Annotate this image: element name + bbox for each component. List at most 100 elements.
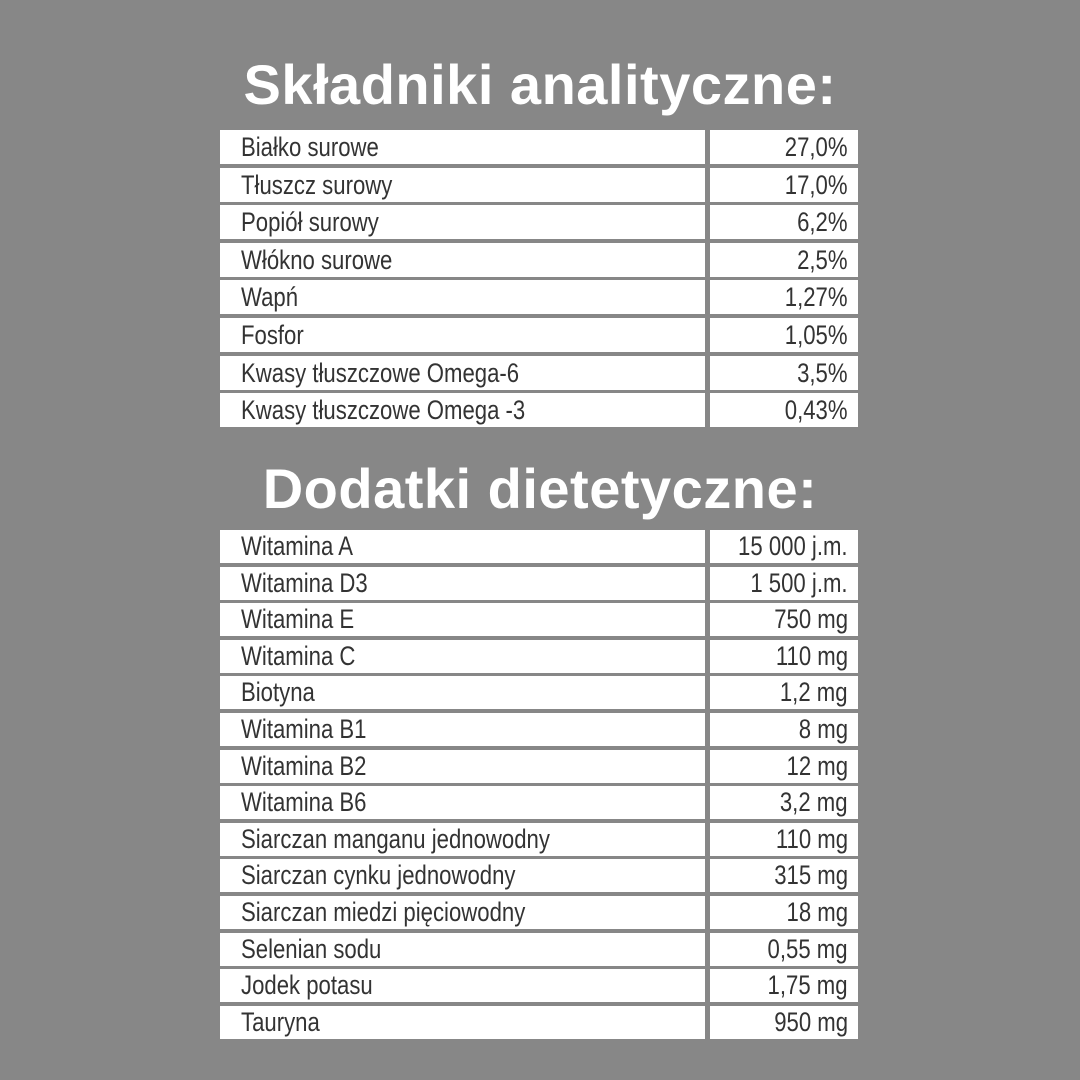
row-value: 110 mg xyxy=(775,823,848,854)
row-name: Selenian sodu xyxy=(241,933,382,964)
row-name: Siarczan cynku jednowodny xyxy=(241,860,516,891)
row-value-cell: 110 mg xyxy=(710,639,858,673)
row-value-cell: 1 500 j.m. xyxy=(710,566,858,600)
row-name-cell: Popiół surowy xyxy=(220,205,705,240)
row-value: 15 000 j.m. xyxy=(738,531,848,561)
table-row: Witamina C 110 mg xyxy=(220,639,858,673)
row-name-cell: Selenian sodu xyxy=(220,932,705,966)
row-value-cell: 17,0% xyxy=(710,167,858,202)
row-value-cell: 6,2% xyxy=(710,205,858,240)
table-row: Włókno surowe 2,5% xyxy=(220,242,858,277)
table-row: Witamina E 750 mg xyxy=(220,603,858,637)
table-row: Witamina B1 8 mg xyxy=(220,712,858,746)
row-value: 315 mg xyxy=(774,860,848,891)
row-name-cell: Witamina C xyxy=(220,639,705,673)
table-row: Siarczan cynku jednowodny 315 mg xyxy=(220,859,858,893)
row-name-cell: Witamina B2 xyxy=(220,749,705,783)
row-value: 27,0% xyxy=(785,132,848,162)
row-name-cell: Kwasy tłuszczowe Omega-6 xyxy=(220,355,705,390)
table-row: Witamina B2 12 mg xyxy=(220,749,858,783)
row-name-cell: Witamina B6 xyxy=(220,786,705,820)
row-value: 1,05% xyxy=(785,319,848,350)
row-name: Witamina C xyxy=(241,640,356,671)
row-name-cell: Białko surowe xyxy=(220,130,705,164)
table-row: Kwasy tłuszczowe Omega -3 0,43% xyxy=(220,393,858,428)
row-value-cell: 1,05% xyxy=(710,317,858,352)
table-row: Białko surowe 27,0% xyxy=(220,130,858,164)
row-value-cell: 315 mg xyxy=(710,859,858,893)
table-row: Tłuszcz surowy 17,0% xyxy=(220,167,858,202)
row-name-cell: Tauryna xyxy=(220,1005,705,1039)
table-row: Witamina B6 3,2 mg xyxy=(220,786,858,820)
row-name-cell: Jodek potasu xyxy=(220,969,705,1003)
row-value-cell: 3,5% xyxy=(710,355,858,390)
row-value: 17,0% xyxy=(785,169,848,200)
row-value: 1,27% xyxy=(785,282,848,313)
row-name-cell: Kwasy tłuszczowe Omega -3 xyxy=(220,393,705,428)
row-value: 950 mg xyxy=(774,1006,848,1037)
table-row: Siarczan miedzi pięciowodny 18 mg xyxy=(220,895,858,929)
row-value-cell: 15 000 j.m. xyxy=(710,530,858,563)
row-name: Włókno surowe xyxy=(241,244,393,275)
row-name: Witamina A xyxy=(241,531,353,561)
row-name: Witamina B2 xyxy=(241,750,367,781)
row-name-cell: Siarczan miedzi pięciowodny xyxy=(220,895,705,929)
row-name: Popiół surowy xyxy=(241,207,379,238)
row-value-cell: 2,5% xyxy=(710,242,858,277)
row-name: Siarczan manganu jednowodny xyxy=(241,823,550,854)
row-value-cell: 8 mg xyxy=(710,712,858,746)
row-name-cell: Biotyna xyxy=(220,676,705,710)
row-name: Witamina B1 xyxy=(241,713,367,744)
row-value-cell: 0,43% xyxy=(710,393,858,428)
row-value-cell: 110 mg xyxy=(710,822,858,856)
table-row: Biotyna 1,2 mg xyxy=(220,676,858,710)
row-value: 2,5% xyxy=(797,244,848,275)
row-name-cell: Wapń xyxy=(220,280,705,315)
row-value-cell: 3,2 mg xyxy=(710,786,858,820)
row-name-cell: Siarczan manganu jednowodny xyxy=(220,822,705,856)
row-value: 750 mg xyxy=(774,604,848,635)
row-name: Biotyna xyxy=(241,677,315,708)
row-value-cell: 750 mg xyxy=(710,603,858,637)
row-value-cell: 1,2 mg xyxy=(710,676,858,710)
table-row: Fosfor 1,05% xyxy=(220,317,858,352)
row-value: 1 500 j.m. xyxy=(750,567,848,598)
row-name: Kwasy tłuszczowe Omega-6 xyxy=(241,357,520,388)
row-name-cell: Włókno surowe xyxy=(220,242,705,277)
row-name-cell: Tłuszcz surowy xyxy=(220,167,705,202)
row-value-cell: 0,55 mg xyxy=(710,932,858,966)
row-name: Witamina D3 xyxy=(241,567,368,598)
row-name-cell: Witamina B1 xyxy=(220,712,705,746)
row-name: Wapń xyxy=(241,282,299,313)
row-value: 6,2% xyxy=(797,207,848,238)
row-value: 1,75 mg xyxy=(767,970,848,1001)
table-row: Kwasy tłuszczowe Omega-6 3,5% xyxy=(220,355,858,390)
row-name: Fosfor xyxy=(241,319,304,350)
table-row: Wapń 1,27% xyxy=(220,280,858,315)
row-value: 1,2 mg xyxy=(780,677,848,708)
row-name: Białko surowe xyxy=(241,132,379,162)
row-value: 3,2 mg xyxy=(780,787,848,818)
row-name-cell: Witamina E xyxy=(220,603,705,637)
table-row: Popiół surowy 6,2% xyxy=(220,205,858,240)
row-name: Jodek potasu xyxy=(241,970,373,1001)
row-value: 18 mg xyxy=(786,896,848,927)
analytical-table: Białko surowe 27,0% Tłuszcz surowy 17,0% Pop… xyxy=(220,130,858,431)
row-name: Witamina B6 xyxy=(241,787,367,818)
row-value: 0,43% xyxy=(785,395,848,426)
row-name: Siarczan miedzi pięciowodny xyxy=(241,896,526,927)
row-name: Witamina E xyxy=(241,604,355,635)
row-value: 0,55 mg xyxy=(767,933,848,964)
row-value: 8 mg xyxy=(798,713,848,744)
row-value-cell: 12 mg xyxy=(710,749,858,783)
additives-title: Dodatki dietetyczne: xyxy=(262,457,818,520)
row-value-cell: 18 mg xyxy=(710,895,858,929)
row-name-cell: Witamina D3 xyxy=(220,566,705,600)
additives-table: Witamina A 15 000 j.m. Witamina D3 1 500 j.… xyxy=(220,530,858,1042)
row-name-cell: Siarczan cynku jednowodny xyxy=(220,859,705,893)
row-value-cell: 1,27% xyxy=(710,280,858,315)
table-row: Tauryna 950 mg xyxy=(220,1005,858,1039)
row-name: Tauryna xyxy=(241,1006,320,1037)
row-value-cell: 950 mg xyxy=(710,1005,858,1039)
row-name: Tłuszcz surowy xyxy=(241,169,393,200)
